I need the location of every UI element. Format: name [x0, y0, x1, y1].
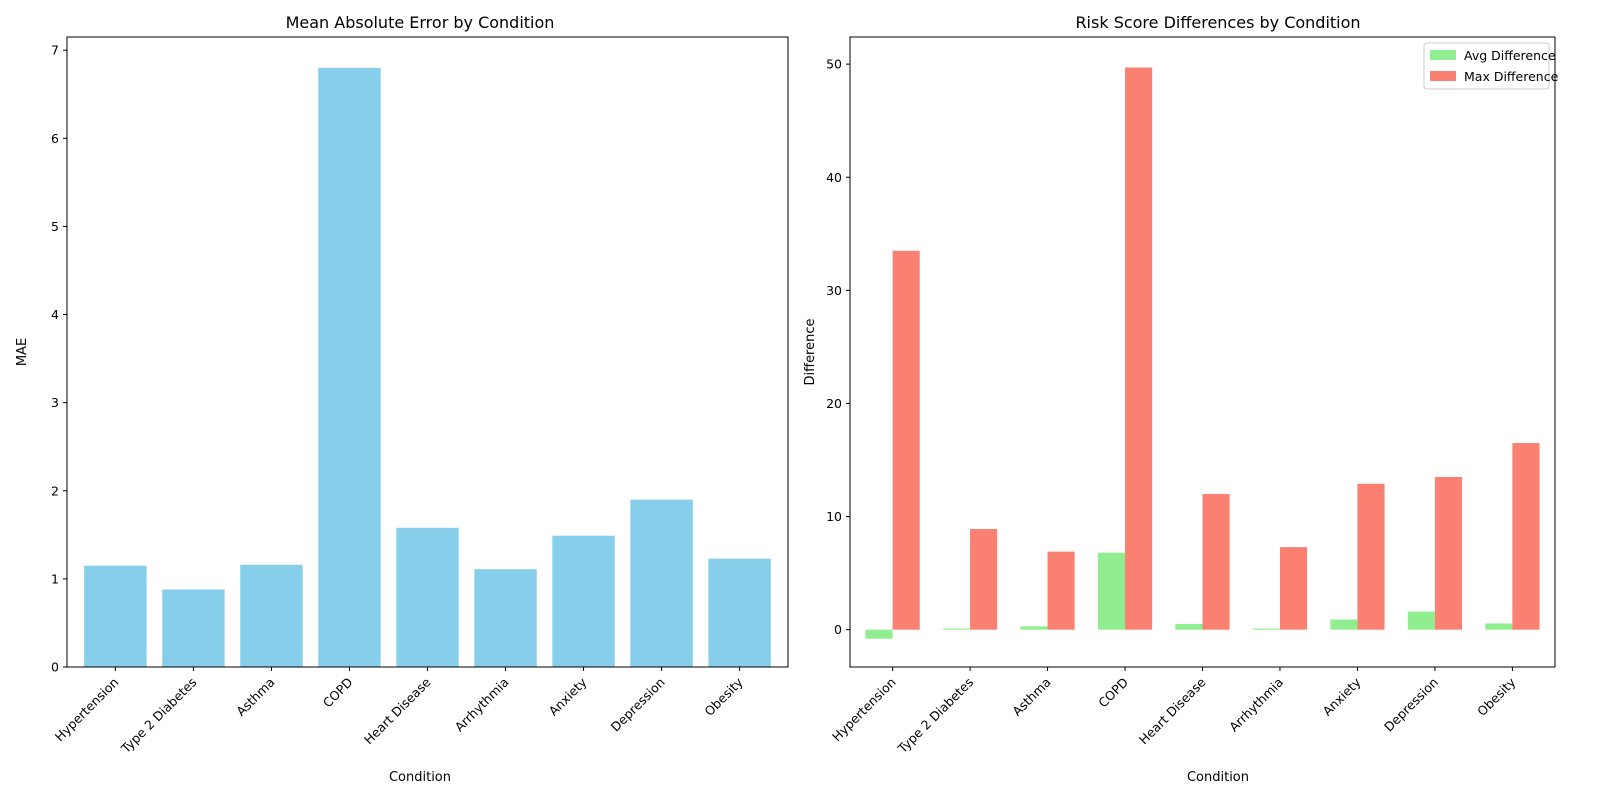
- risk-x-tick-label-heart-disease: Heart Disease: [1136, 674, 1209, 747]
- mae-bar-heart-disease: [396, 527, 459, 667]
- mae-bar-copd: [318, 67, 381, 667]
- risk-chart-title: Risk Score Differences by Condition: [1075, 13, 1360, 32]
- risk-x-tick-label-obesity: Obesity: [1474, 674, 1519, 719]
- mae-y-tick-label: 2: [51, 483, 59, 498]
- legend-swatch-max: [1430, 71, 1456, 81]
- legend-label-max: Max Difference: [1464, 69, 1559, 84]
- mae-x-tick-label-hypertension: Hypertension: [52, 675, 122, 745]
- risk-bar-avg-difference-arrhythmia: [1252, 628, 1280, 630]
- risk-y-tick-label: 20: [826, 396, 842, 411]
- risk-y-axis-label: Difference: [803, 318, 818, 385]
- risk-bar-max-difference-arrhythmia: [1279, 547, 1308, 630]
- risk-y-tick-label: 30: [826, 283, 842, 298]
- mae-chart: Mean Absolute Error by Condition 0 1 2 3 4 5 6…: [15, 13, 789, 785]
- mae-x-tick-label-arrhythmia: Arrhythmia: [452, 675, 512, 735]
- risk-bar-avg-difference-asthma: [1020, 626, 1048, 630]
- mae-chart-title: Mean Absolute Error by Condition: [286, 13, 555, 32]
- mae-x-tick-label-obesity: Obesity: [701, 674, 746, 719]
- risk-x-tick-label-hypertension: Hypertension: [829, 675, 899, 745]
- mae-y-axis: 0 1 2 3 4 5 6 7: [51, 43, 67, 675]
- mae-x-tick-label-asthma: Asthma: [233, 675, 277, 719]
- legend-swatch-avg: [1430, 50, 1456, 60]
- mae-y-tick-label: 7: [51, 43, 59, 58]
- mae-x-tick-label-type-2-diabetes: Type 2 Diabetes: [117, 675, 199, 757]
- mae-plot-frame: [66, 36, 789, 668]
- mae-x-tick-label-anxiety: Anxiety: [546, 674, 591, 719]
- risk-bar-max-difference-obesity: [1512, 443, 1540, 630]
- risk-bar-avg-difference-heart-disease: [1175, 624, 1203, 630]
- risk-bar-avg-difference-anxiety: [1330, 619, 1358, 630]
- mae-y-tick-label: 5: [51, 219, 59, 234]
- risk-bar-max-difference-type-2-diabetes: [970, 529, 998, 630]
- risk-x-tick-label-anxiety: Anxiety: [1319, 674, 1364, 719]
- risk-bar-max-difference-copd: [1125, 67, 1153, 630]
- legend: Avg Difference Max Difference: [1423, 42, 1559, 90]
- risk-bars: [865, 67, 1540, 639]
- mae-y-tick-label: 3: [51, 395, 59, 410]
- risk-bar-max-difference-depression: [1434, 476, 1463, 630]
- risk-y-tick-label: 50: [826, 57, 842, 72]
- risk-bar-avg-difference-type-2-diabetes: [942, 628, 971, 630]
- risk-x-axis-label: Condition: [1187, 770, 1249, 785]
- risk-y-tick-label: 10: [826, 509, 842, 524]
- mae-x-tick-label-heart-disease: Heart Disease: [361, 674, 434, 747]
- mae-bars: [84, 67, 771, 667]
- risk-x-tick-label-asthma: Asthma: [1009, 675, 1053, 719]
- mae-bar-obesity: [708, 558, 771, 667]
- risk-bar-avg-difference-copd: [1097, 552, 1126, 630]
- legend-label-avg: Avg Difference: [1464, 48, 1556, 63]
- risk-x-tick-label-copd: COPD: [1095, 675, 1131, 711]
- risk-x-tick-label-depression: Depression: [1381, 675, 1441, 735]
- mae-y-tick-label: 4: [51, 307, 59, 322]
- mae-x-axis-label: Condition: [389, 770, 451, 785]
- mae-x-tick-label-copd: COPD: [320, 675, 356, 711]
- mae-bar-type-2-diabetes: [162, 589, 225, 667]
- risk-y-tick-label: 0: [834, 622, 842, 637]
- risk-bar-avg-difference-obesity: [1485, 623, 1513, 630]
- mae-y-tick-label: 6: [51, 131, 59, 146]
- risk-bar-max-difference-hypertension: [892, 250, 920, 630]
- mae-y-tick-label: 0: [51, 660, 59, 675]
- mae-y-axis-label: MAE: [15, 338, 30, 366]
- risk-bar-max-difference-asthma: [1047, 551, 1075, 630]
- risk-bar-avg-difference-depression: [1407, 611, 1435, 630]
- risk-x-tick-label-arrhythmia: Arrhythmia: [1226, 675, 1286, 735]
- risk-plot-frame: [849, 36, 1556, 668]
- risk-y-axis: 0 10 20 30 40 50: [826, 57, 850, 637]
- risk-difference-chart: Risk Score Differences by Condition 0 10 2…: [803, 13, 1559, 785]
- risk-bar-max-difference-anxiety: [1357, 483, 1385, 630]
- mae-bar-asthma: [240, 564, 303, 667]
- mae-x-tick-label-depression: Depression: [608, 675, 668, 735]
- mae-bar-anxiety: [552, 535, 615, 667]
- risk-x-tick-label-type-2-diabetes: Type 2 Diabetes: [894, 675, 976, 757]
- mae-bar-arrhythmia: [474, 569, 537, 667]
- mae-bar-hypertension: [84, 565, 147, 667]
- risk-bar-max-difference-heart-disease: [1202, 493, 1230, 630]
- risk-y-tick-label: 40: [826, 170, 842, 185]
- risk-bar-avg-difference-hypertension: [865, 629, 893, 639]
- mae-y-tick-label: 1: [51, 571, 59, 586]
- mae-bar-depression: [630, 499, 693, 667]
